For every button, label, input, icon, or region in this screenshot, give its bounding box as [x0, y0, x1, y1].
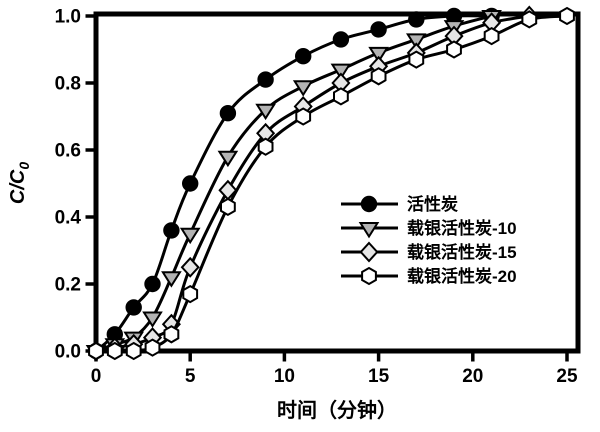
- x-tick-label-5: 5: [185, 366, 196, 387]
- data-series-1-point-5: [179, 227, 201, 245]
- plot-frame: [93, 11, 581, 354]
- data-series-0-point-17: [408, 11, 425, 28]
- data-series-3-line: [94, 14, 569, 353]
- data-series-1-point-7: [217, 150, 239, 168]
- data-series-1: [85, 10, 502, 362]
- y-tick-label-0.4: 0.4: [55, 208, 82, 229]
- legend-item-1: 载银活性炭-10: [341, 218, 517, 239]
- x-tick-label-0: 0: [91, 366, 102, 387]
- x-axis-label: 时间（分钟）: [277, 398, 397, 422]
- data-series-3-point-1: [106, 341, 123, 361]
- data-series-1-point-13: [330, 63, 352, 80]
- axis-layer: 0 5 10 15 20 25 0.0 0.2 0.4 0.6 0.8 1.0: [55, 7, 578, 388]
- data-series-3-point-3: [144, 338, 161, 357]
- data-series-0: [87, 7, 500, 360]
- data-series-3-point-13: [332, 87, 349, 106]
- data-series-1-point-11: [292, 80, 314, 97]
- y-axis-label-main: C/C: [7, 169, 29, 204]
- x-tick-label-15: 15: [368, 366, 390, 387]
- data-series-1-point-9: [255, 103, 276, 121]
- y-axis-label-subscript: 0: [16, 162, 32, 170]
- data-series-0-point-13: [332, 31, 350, 48]
- legend-marker-0: [360, 195, 378, 213]
- data-series-3-point-21: [483, 26, 500, 46]
- data-series-2-point-5: [180, 256, 200, 278]
- data-series-0-point-9: [257, 71, 274, 88]
- data-series-1-line: [94, 14, 494, 353]
- data-series-1-point-4: [161, 271, 182, 288]
- x-tick-label-25: 25: [556, 366, 578, 387]
- y-tick-label-0.2: 0.2: [55, 275, 81, 296]
- legend-marker-3: [361, 266, 377, 286]
- data-series-2: [86, 5, 539, 362]
- legend-label-0: 活性炭: [407, 194, 458, 214]
- data-series-3-point-2: [125, 341, 142, 361]
- data-series-3-point-25: [559, 6, 575, 26]
- y-tick-label-0.6: 0.6: [55, 141, 81, 162]
- data-series-1-point-17: [405, 33, 427, 50]
- data-series-3-point-4: [163, 325, 180, 344]
- x-tick-label-10: 10: [274, 366, 295, 387]
- legend-item-3: 载银活性炭-20: [341, 266, 517, 286]
- data-series-3-point-15: [370, 67, 387, 86]
- legend-label-3: 载银活性炭-20: [407, 266, 517, 286]
- y-tick-label-1.0: 1.0: [55, 7, 81, 28]
- x-tick-label-20: 20: [462, 366, 483, 387]
- y-tick-label-0.0: 0.0: [55, 342, 81, 363]
- data-series-3-point-23: [521, 10, 538, 29]
- series-layer: [85, 5, 575, 362]
- data-series-3-point-7: [219, 197, 236, 217]
- data-series-0-point-3: [144, 275, 161, 293]
- legend-item-0: 活性炭: [341, 194, 458, 214]
- data-series-0-point-11: [295, 48, 312, 65]
- data-series-3-point-17: [408, 50, 425, 69]
- data-series-3-point-0: [88, 341, 104, 361]
- legend-marker-2: [359, 241, 379, 263]
- data-series-3-point-9: [257, 137, 274, 156]
- data-series-3-point-19: [446, 40, 462, 59]
- data-series-0-point-15: [370, 21, 387, 38]
- y-axis-label: C/C0: [7, 162, 32, 204]
- data-series-0-point-5: [181, 175, 199, 192]
- data-series-0-point-7: [219, 104, 237, 122]
- data-series-3-point-11: [295, 107, 312, 126]
- legend-item-2: 载银活性炭-15: [341, 241, 517, 263]
- y-tick-label-0.8: 0.8: [55, 74, 81, 95]
- data-series-0-line: [94, 14, 494, 353]
- plot-frame-layer: [93, 11, 581, 354]
- data-series-3-point-5: [182, 284, 199, 304]
- data-series-1-point-3: [142, 311, 163, 328]
- legend-label-2: 载银活性炭-15: [407, 242, 517, 262]
- legend-label-1: 载银活性炭-10: [407, 218, 517, 238]
- data-series-0-point-2: [125, 299, 142, 316]
- legend-marker-1: [358, 222, 380, 239]
- data-series-1-point-15: [368, 46, 389, 64]
- data-series-0-point-4: [163, 222, 180, 239]
- data-series-3: [88, 6, 575, 361]
